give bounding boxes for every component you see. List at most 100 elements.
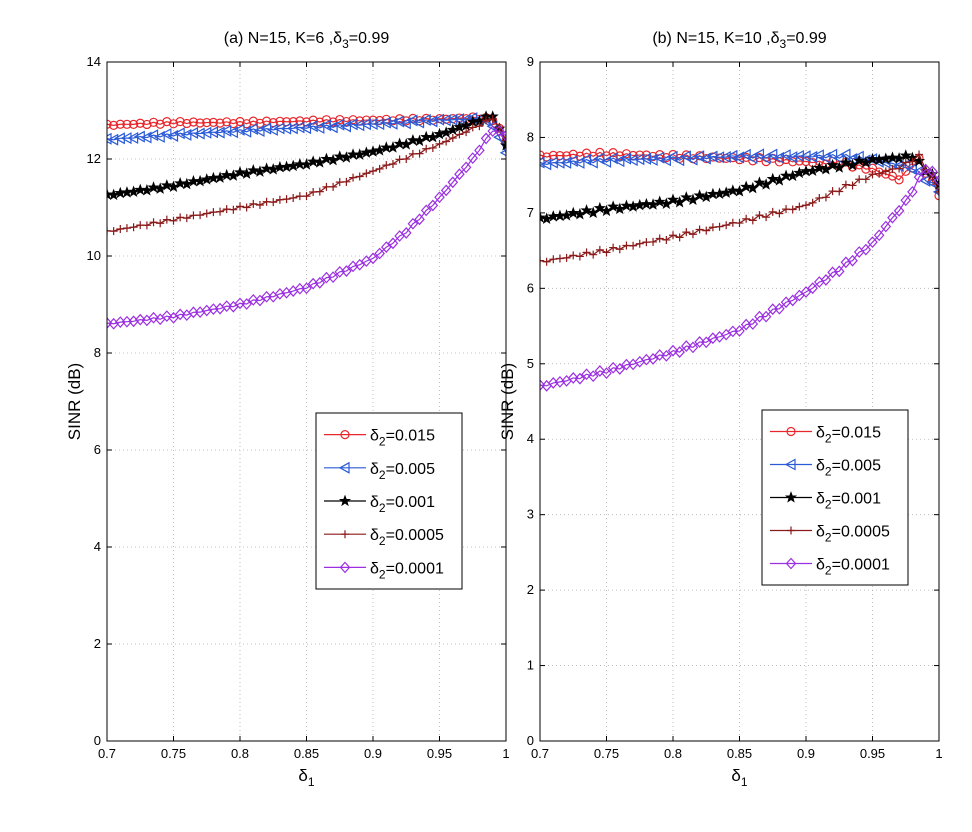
x-axis-label: δ1 [731,766,747,789]
x-tick-label: 0.9 [364,746,382,761]
series-point [116,225,125,234]
series-point [446,113,458,126]
series-point [360,118,371,131]
series-point [700,152,711,165]
series-point [375,164,384,173]
series-point [122,119,132,129]
x-tick-label: 0.95 [427,746,452,761]
series-point [307,155,320,167]
series-point [734,325,745,337]
series-point [446,123,459,136]
series-point [609,243,618,252]
series-point [442,137,451,146]
series-point [168,119,179,129]
series-point [680,340,692,352]
series-point [913,171,925,184]
series-point [447,176,459,189]
series-point [581,368,592,381]
series-point [759,152,771,165]
series-point [142,119,152,130]
series-point [468,123,477,132]
y-tick-label: 5 [527,356,534,371]
x-tick-label: 0.95 [860,746,885,761]
series-point [135,118,145,128]
series-point [326,121,338,134]
series-point [467,152,479,165]
series-point [140,131,152,144]
series-point [806,164,819,177]
series-point [196,211,205,220]
series-point [813,161,826,174]
series-point [600,155,612,168]
series-point [746,152,758,165]
series-point [500,129,506,142]
legend: δ2=0.015 δ2=0.005 δ2=0.001 δ2=0.0005 δ2=0.00… [761,409,909,586]
series-point [149,218,158,227]
legend-item: δ2=0.005 [770,458,881,479]
series-plus [540,150,939,266]
x-tick-label: 1 [935,746,942,761]
series-point [839,148,851,161]
series-group [107,110,506,330]
series-point [156,219,165,228]
series-point [300,122,312,135]
series-point [329,182,338,191]
series-point [833,152,844,165]
series-point [475,122,484,131]
series-point [426,130,439,143]
series-point [114,132,125,145]
series-point [208,117,218,127]
series-point [302,192,311,201]
x-tick-label: 0.85 [727,746,752,761]
series-point [595,245,604,254]
series-point [327,271,339,283]
series-point [580,204,593,216]
legend-item: δ2=0.0001 [324,560,444,581]
series-point [766,172,779,185]
series-point [739,148,751,161]
series-line [540,168,939,387]
series-point [354,258,366,271]
series-point [688,230,697,239]
series-point [666,193,680,205]
y-tick-label: 9 [527,54,534,69]
y-tick-label: 10 [87,248,101,263]
series-star [107,110,506,201]
series-point [108,317,119,330]
x-tick-label: 1 [502,746,509,761]
series-point [860,243,872,256]
legend-item: δ2=0.0005 [324,527,444,548]
series-point [607,200,620,212]
series-point [393,137,406,150]
series-point [333,150,346,162]
series-point [341,265,352,277]
series-point [700,336,712,349]
series-point [214,171,227,183]
series-point [935,187,939,196]
series-point [654,349,666,361]
series-point [593,152,605,165]
series-point [886,151,899,163]
series-point [848,181,857,190]
series-point [140,184,153,196]
series-point [448,133,457,142]
series-point [906,163,918,176]
series-point [694,336,705,348]
series-point [233,166,247,178]
y-tick-label: 2 [94,636,101,651]
series-point [614,363,626,375]
series-point [760,310,772,323]
series-point [900,194,912,207]
series-point [787,294,799,307]
series-point [753,148,765,161]
series-point [269,198,278,207]
series-point [115,119,125,129]
series-point [540,379,546,391]
series-point [669,231,677,240]
series-point [407,217,419,230]
series-point [682,228,691,237]
series-point [653,151,665,164]
legend-swatch-marker [786,426,796,437]
series-point [742,214,751,223]
series-point [147,181,160,193]
